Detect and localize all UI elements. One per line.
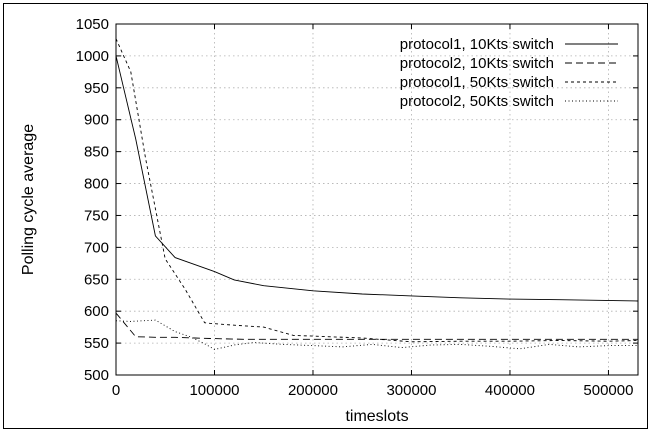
x-tick-label: 0 xyxy=(112,382,120,399)
series-line-3 xyxy=(115,38,639,343)
axis-ticks: 500 550 600 650 700 750 800 850 900 950 1000 1050 0 1… xyxy=(76,16,638,399)
y-tick-label: 650 xyxy=(84,271,109,288)
y-tick-label: 950 xyxy=(84,80,109,97)
x-axis-label: timeslots xyxy=(345,408,408,425)
legend: protocol1, 10Kts switch protocol2, 10Kts … xyxy=(400,36,618,110)
series-lines xyxy=(115,38,639,350)
x-tick-label: 500000 xyxy=(583,382,633,399)
legend-label: protocol2, 50Kts switch xyxy=(400,93,554,110)
y-tick-label: 1050 xyxy=(76,16,109,33)
y-tick-label: 700 xyxy=(84,239,109,256)
y-tick-label: 500 xyxy=(84,367,109,384)
y-tick-label: 550 xyxy=(84,335,109,352)
grid-lines xyxy=(115,23,638,376)
y-tick-label: 850 xyxy=(84,144,109,161)
y-tick-label: 600 xyxy=(84,303,109,320)
series-line-4 xyxy=(115,319,638,350)
y-tick-label: 800 xyxy=(84,176,109,193)
series-line-1 xyxy=(115,55,639,302)
chart-frame xyxy=(3,3,648,429)
y-tick-label: 750 xyxy=(84,207,109,224)
x-tick-label: 300000 xyxy=(386,382,436,399)
x-tick-label: 400000 xyxy=(485,382,535,399)
y-axis-label: Polling cycle average xyxy=(20,124,37,275)
y-tick-label: 900 xyxy=(84,112,109,129)
x-tick-label: 200000 xyxy=(288,382,338,399)
plot-area-border xyxy=(115,23,639,376)
series-line-2 xyxy=(115,312,638,340)
y-tick-label: 1000 xyxy=(76,48,109,65)
legend-label: protocol1, 50Kts switch xyxy=(400,74,554,91)
legend-label: protocol1, 10Kts switch xyxy=(400,36,554,53)
x-tick-label: 100000 xyxy=(189,382,239,399)
legend-label: protocol2, 10Kts switch xyxy=(400,55,554,72)
